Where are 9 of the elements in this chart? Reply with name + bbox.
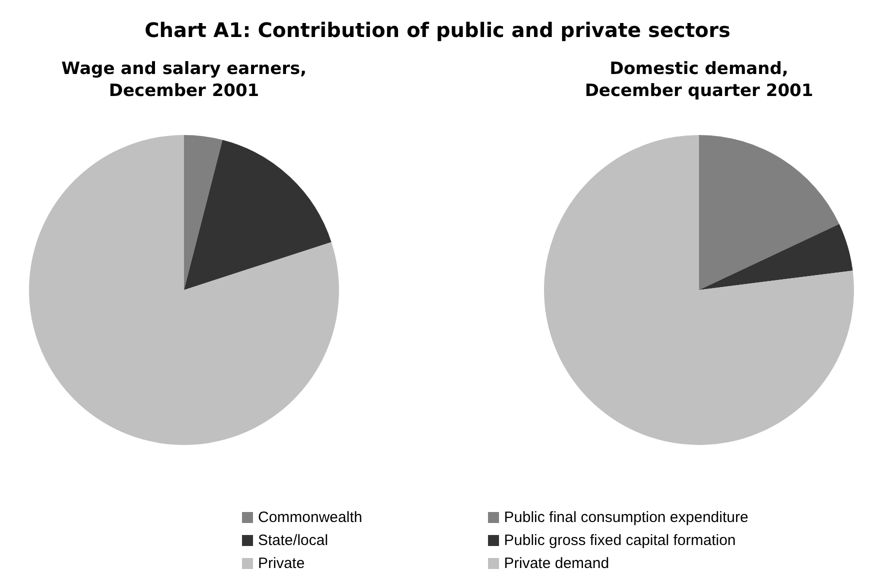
legend-label: Private: [258, 555, 305, 572]
legend-label: State/local: [258, 532, 328, 549]
legend-label: Public final consumption expenditure: [504, 509, 748, 526]
chart-title: Domestic demand, December quarter 2001: [584, 58, 814, 102]
text: Chart A1: Contribution of public and private sectors: [144, 18, 732, 42]
legend-label: Private demand: [504, 555, 610, 572]
legend-label: Commonwealth: [258, 509, 362, 526]
chart-subtitle: Wage and salary earners, December 2001: [60, 58, 308, 102]
legend-label: Public gross fixed capital formation: [504, 532, 736, 549]
